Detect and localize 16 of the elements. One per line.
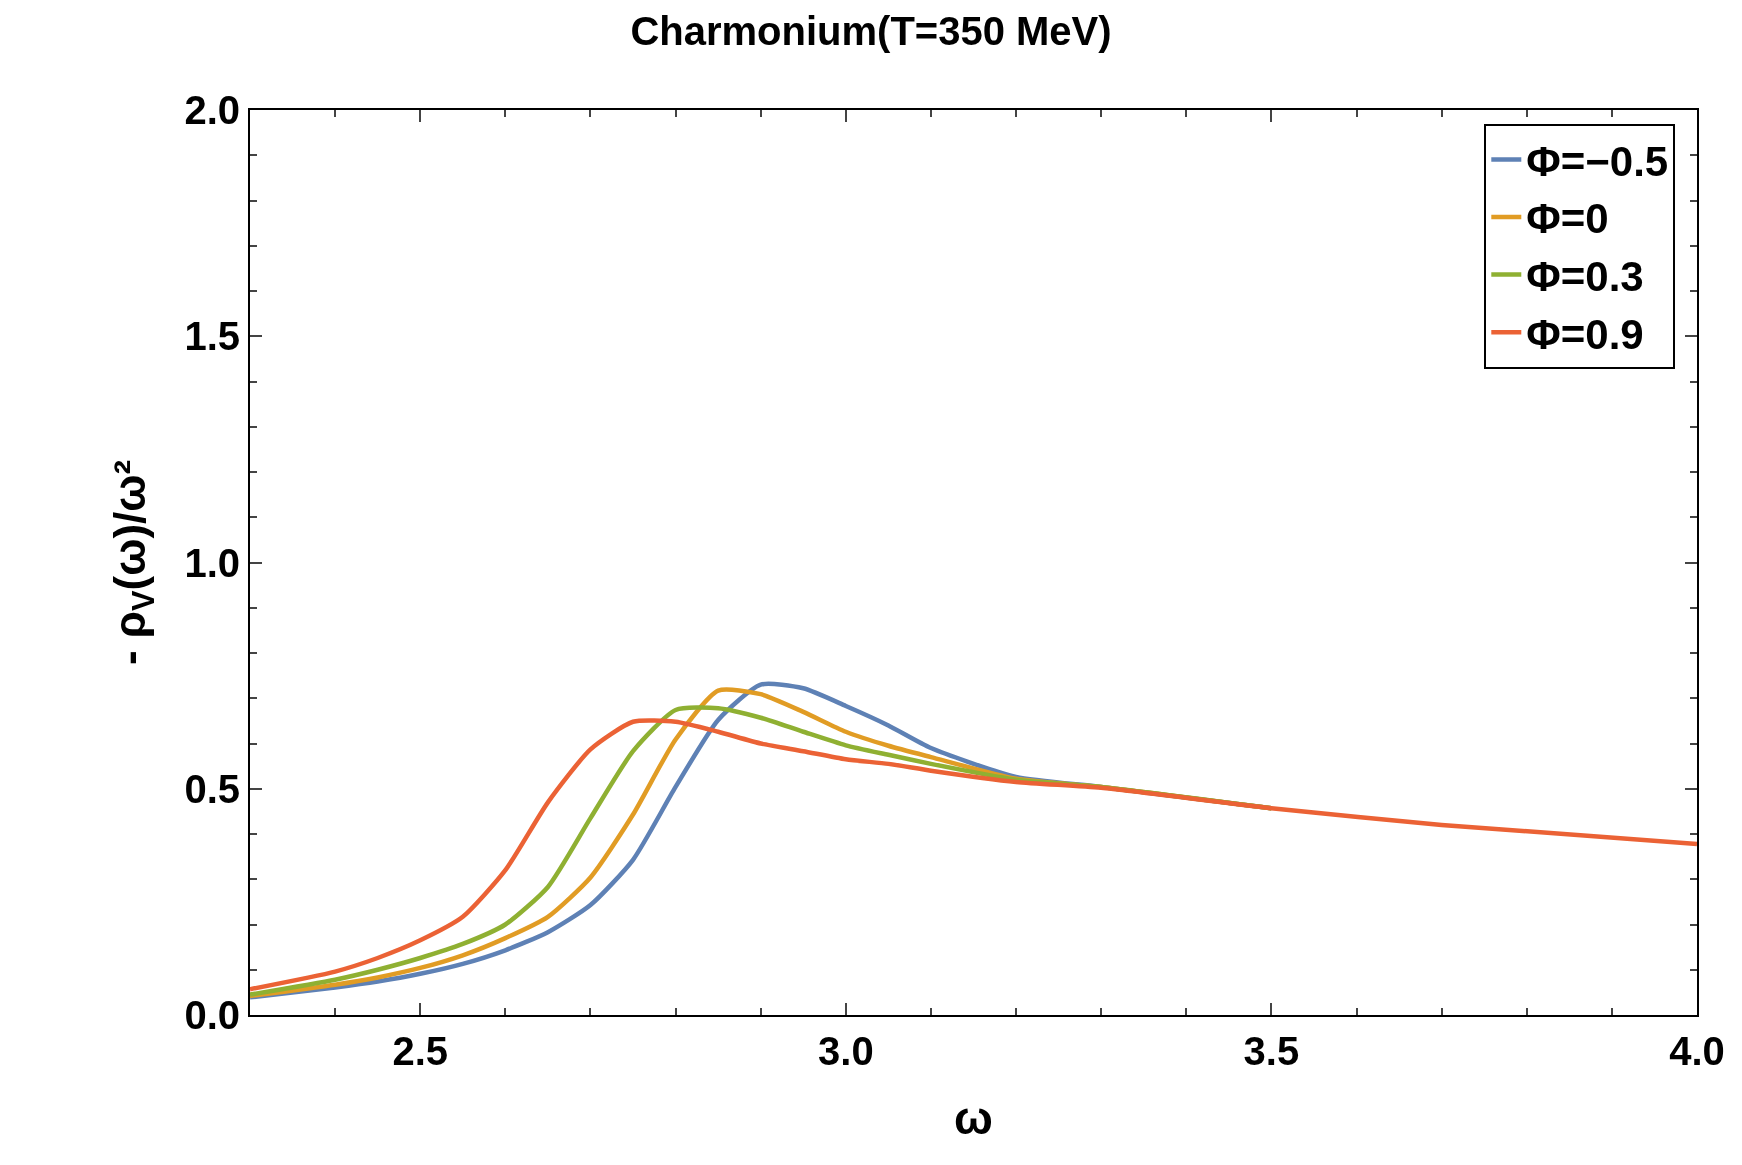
y-tick-label: 0.5 [184, 766, 240, 811]
y-tick-label: 2.0 [184, 88, 240, 132]
legend-label: Φ=0.9 [1526, 310, 1644, 358]
x-tick-label: 3.5 [1243, 1029, 1300, 1073]
x-tick-label: 2.5 [392, 1029, 449, 1073]
y-tick-label: 1.5 [184, 314, 240, 359]
x-tick-label: 3.0 [818, 1029, 874, 1073]
y-tick-label: 0.0 [184, 993, 240, 1037]
x-tick-label: 4.0 [1669, 1029, 1725, 1073]
legend-label: Φ=0.3 [1526, 252, 1644, 300]
y-tick-label: 1.0 [184, 540, 240, 585]
chart-title: Charmonium(T=350 MeV) [630, 9, 1112, 54]
line-series [250, 718, 1697, 992]
x-axis-title: ω [954, 1092, 993, 1145]
legend-label: Φ=−0.5 [1526, 137, 1669, 185]
legend-label: Φ=0 [1526, 195, 1609, 243]
